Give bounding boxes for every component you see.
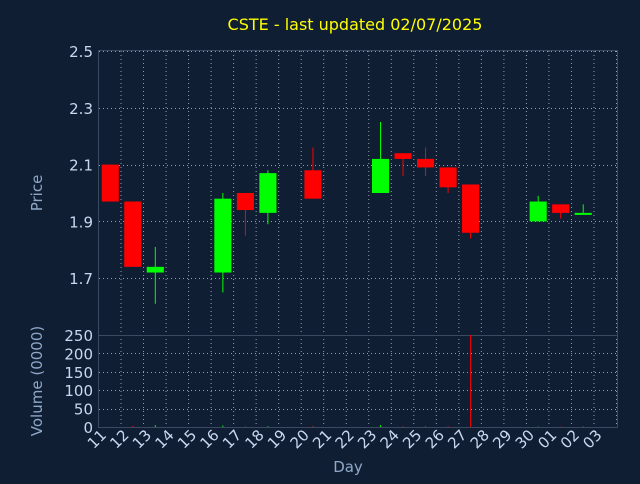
candle-body [439, 167, 457, 188]
price-tick-label: 1.7 [69, 270, 93, 288]
candle-body [146, 266, 164, 273]
plot-frame [98, 50, 618, 428]
candle-body [394, 153, 412, 159]
volume-tick-label: 100 [64, 382, 93, 400]
volume-bars [132, 335, 584, 427]
candle-body [236, 193, 254, 211]
price-tick-label: 2.5 [69, 43, 93, 61]
price-tick-label: 2.3 [69, 100, 93, 118]
volume-tick-label: 150 [64, 364, 93, 382]
candle-body [259, 173, 277, 213]
candle-body [462, 184, 480, 233]
candle-body [101, 164, 119, 202]
volume-tick-label: 200 [64, 345, 93, 363]
tick-labels: 1.71.92.12.32.50501001502002501112131415… [64, 43, 605, 452]
x-axis-label: Day [333, 458, 363, 476]
x-tick-label: 03 [579, 426, 605, 452]
volume-tick-label: 50 [74, 401, 93, 419]
chart-title: CSTE - last updated 02/07/2025 [228, 15, 483, 34]
candle-body [574, 212, 592, 215]
candle-body [552, 204, 570, 213]
volume-tick-label: 0 [83, 419, 93, 437]
grid-lines [99, 51, 617, 428]
candle-body [417, 158, 435, 168]
volume-axis-label: Volume (0000) [28, 326, 46, 436]
candle-body [304, 170, 322, 199]
price-tick-label: 1.9 [69, 213, 93, 231]
candles [101, 122, 592, 304]
price-tick-label: 2.1 [69, 157, 93, 175]
candle-body [529, 201, 547, 222]
plot-frames [98, 50, 618, 428]
price-axis-label: Price [28, 175, 46, 212]
candle-body [124, 201, 142, 267]
volume-tick-label: 250 [64, 327, 93, 345]
candle-body [371, 158, 390, 193]
candle-body [214, 198, 232, 273]
